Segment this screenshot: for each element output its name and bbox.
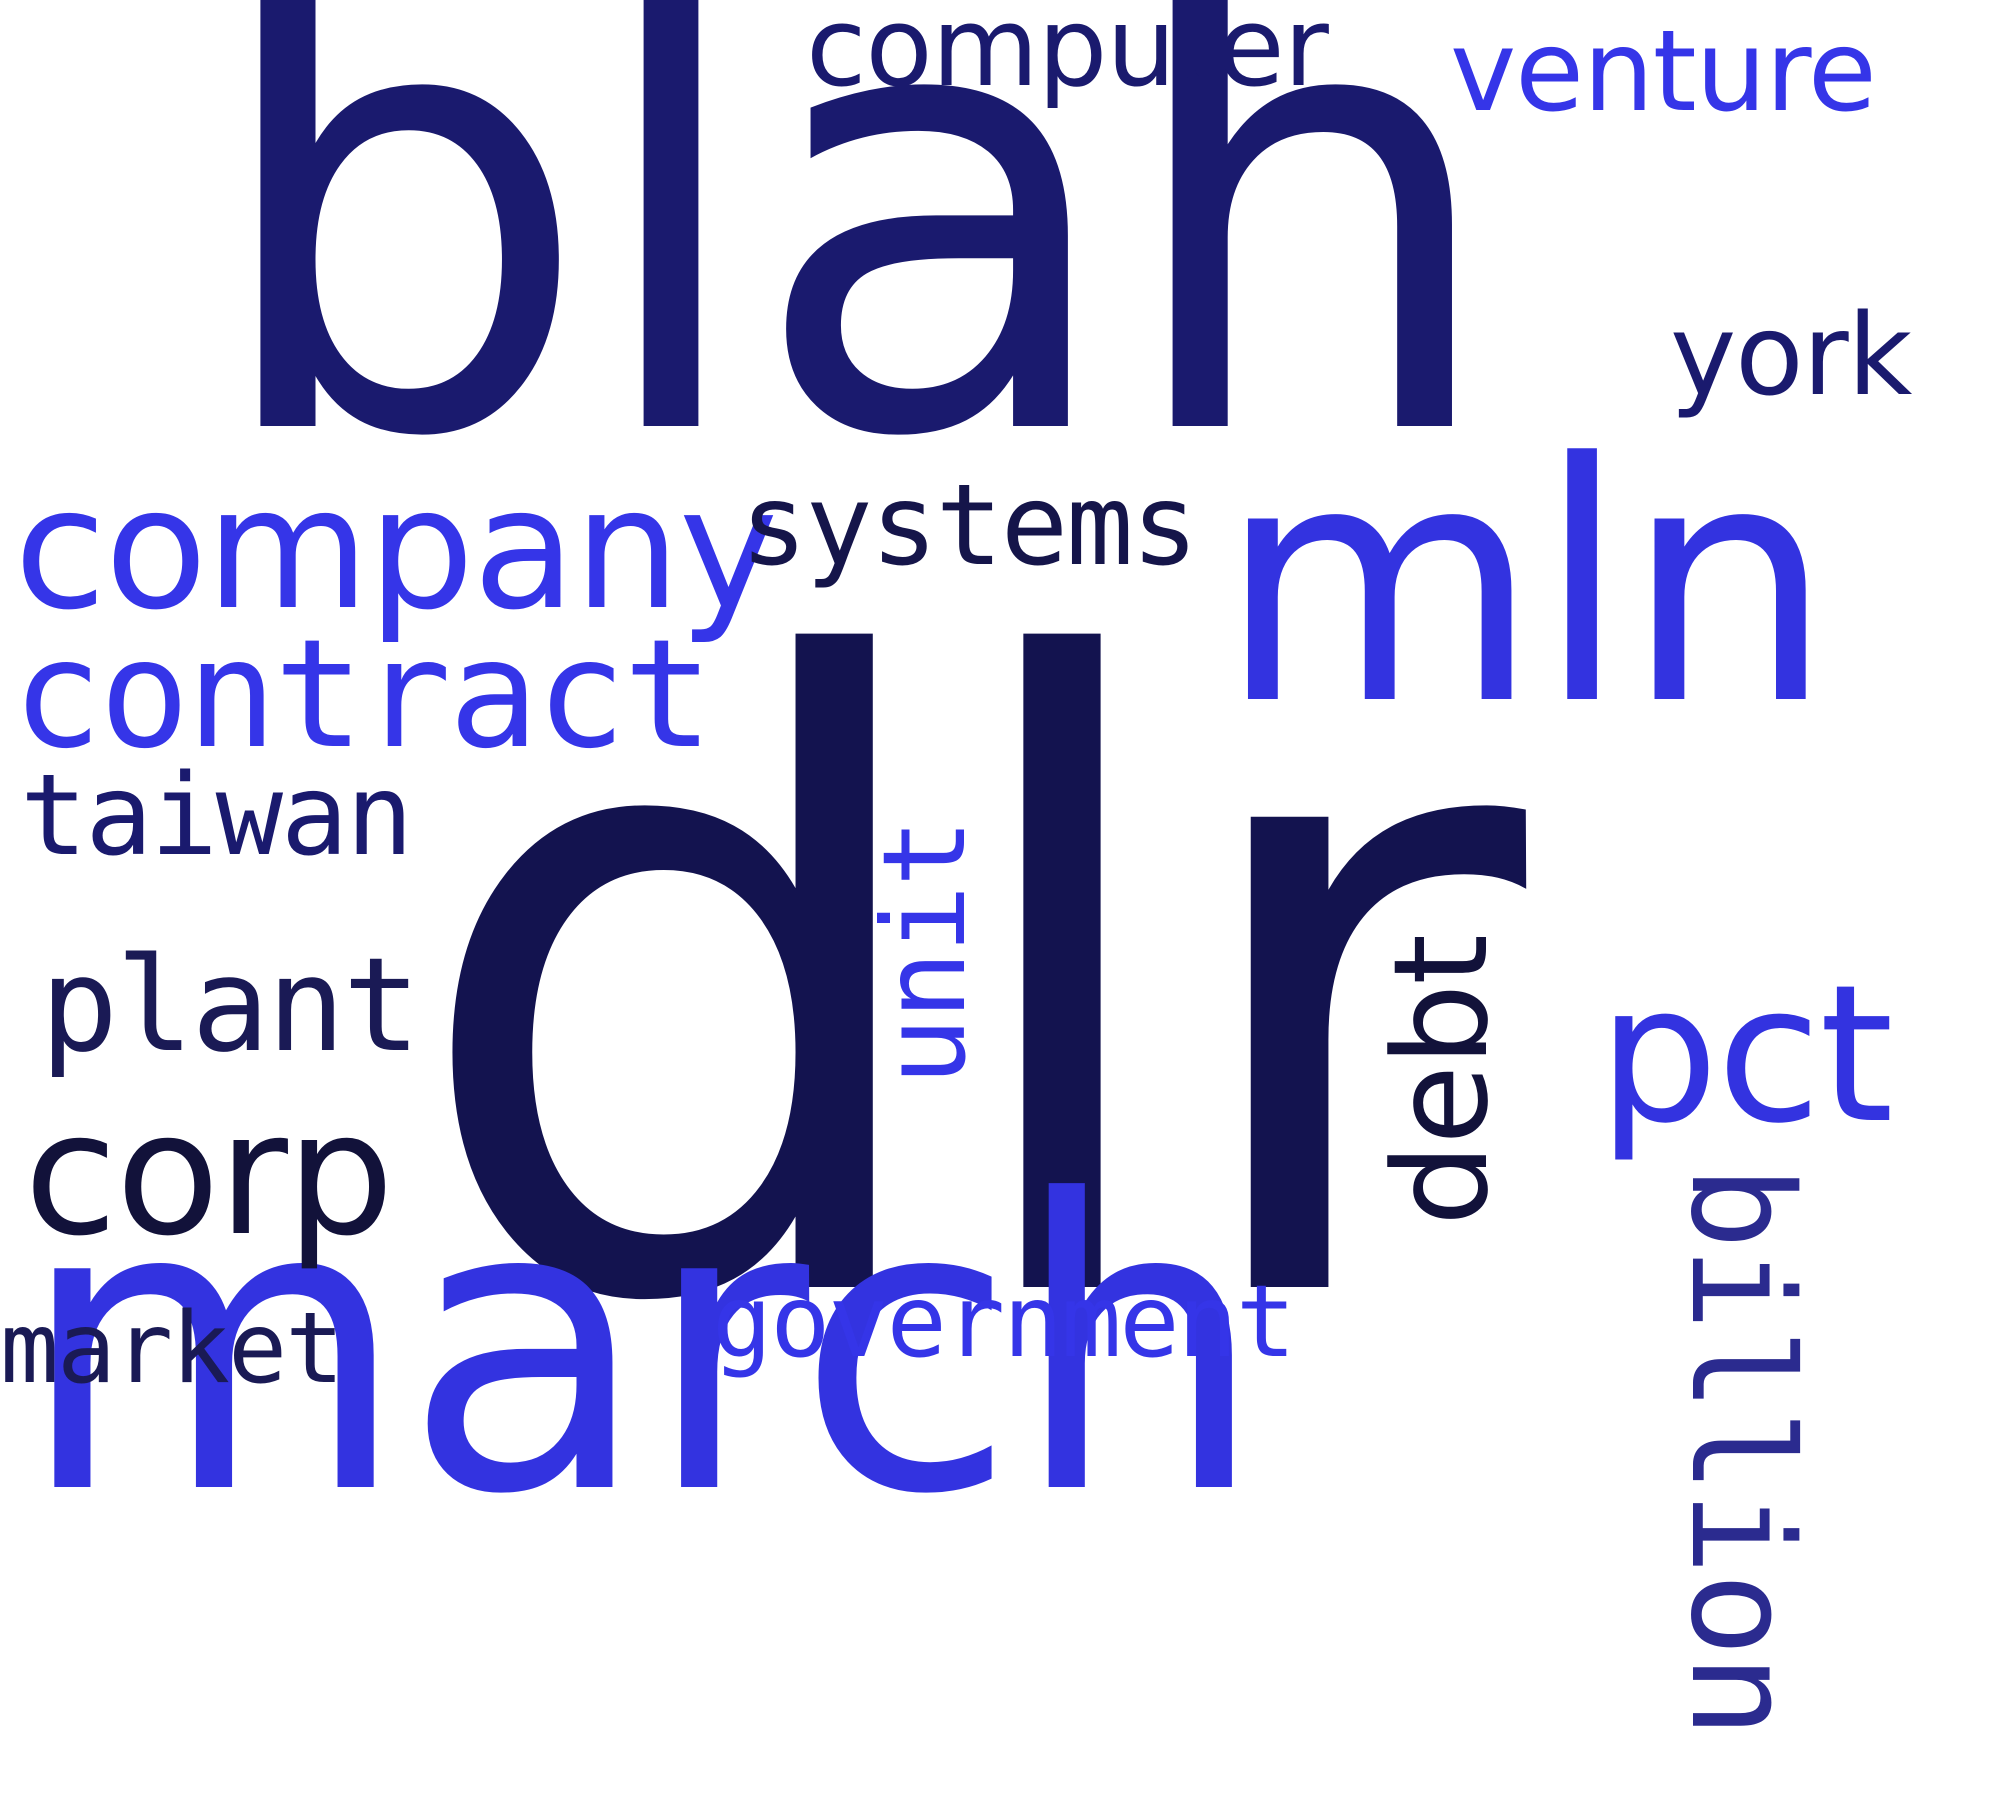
word-mln: mln [1218, 393, 1834, 777]
word-systems: systems [740, 461, 1199, 591]
word-venture: venture [1450, 7, 1877, 137]
word-taiwan: taiwan [20, 751, 413, 881]
word-march: march [18, 1117, 1266, 1582]
word-company: company [14, 451, 778, 647]
word-pct: pct [1598, 944, 1894, 1165]
word-dlr: dlr [405, 489, 1526, 1490]
word-corp: corp [24, 1076, 394, 1274]
word-unit: unit [858, 820, 991, 1086]
word-contract: contract [12, 608, 713, 782]
word-billion: billion [1659, 1165, 1822, 1736]
word-plant: plant [40, 929, 421, 1081]
word-blah: blah [205, 0, 1504, 570]
word-computer: computer [806, 0, 1329, 111]
word-government: government [712, 1263, 1296, 1380]
word-debt: debt [1365, 935, 1517, 1226]
word-market: market [0, 1292, 344, 1406]
word-york: york [1670, 291, 1912, 421]
